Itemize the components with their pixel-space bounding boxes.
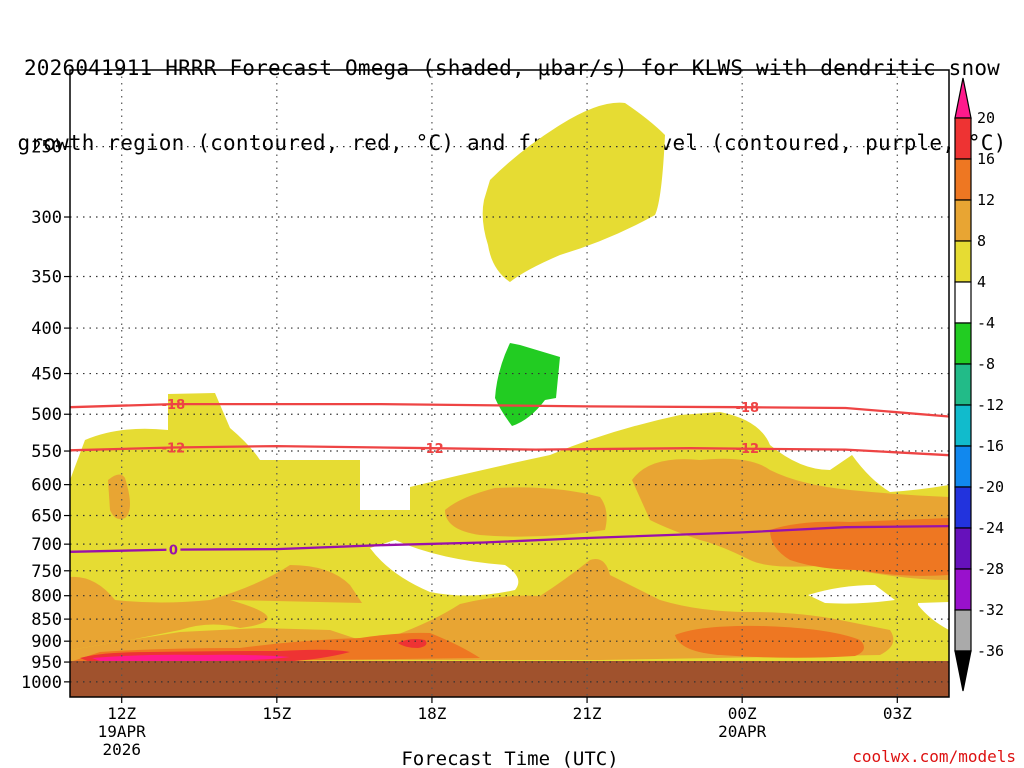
colorbar-label-5: -4 — [977, 314, 995, 332]
colorbar-swatch-6 — [954, 363, 972, 406]
colorbar-swatch-3 — [954, 240, 972, 283]
y-tick-label-600: 600 — [31, 476, 62, 496]
colorbar-label-3: 8 — [977, 232, 986, 250]
omega-shade-12-16-b — [675, 625, 864, 658]
chart-title-line2: growth region (contoured, red, °C) and f… — [17, 131, 1007, 155]
contours: -18 -18 -12 -12 -12 0 — [70, 398, 949, 559]
colorbar-label-13: -36 — [977, 642, 1004, 660]
x-tick-label-0: 12Z — [107, 704, 136, 723]
colorbar-swatch-8 — [954, 445, 972, 488]
colorbar-swatch-10 — [954, 527, 972, 570]
y-tick-label-300: 300 — [31, 208, 62, 228]
x-tick-label-3: 21Z — [573, 704, 602, 723]
y-tick-label-500: 500 — [31, 405, 62, 425]
colorbar-swatch-12 — [954, 609, 972, 652]
y-tick-label-450: 450 — [31, 365, 62, 385]
chart-title: 2026041911 HRRR Forecast Omega (shaded, … — [0, 6, 1024, 181]
colorbar-swatch-9 — [954, 486, 972, 529]
omega-shade-8-12-a — [70, 565, 362, 650]
omega-shade-8-12-c — [445, 487, 607, 537]
omega-gap-1 — [370, 540, 519, 596]
colorbar-label-1: 16 — [977, 150, 995, 168]
colorbar-label-8: -16 — [977, 437, 1004, 455]
x-tick-sublabel-4: 20APR — [718, 722, 767, 741]
colorbar-label-10: -24 — [977, 519, 1004, 537]
omega-shade-neg4-neg8 — [495, 343, 560, 426]
colorbar-top-arrow — [954, 77, 972, 119]
x-tick-label-1: 15Z — [262, 704, 291, 723]
contour-label-0: -18 — [162, 398, 186, 413]
contour-label-2: -12 — [162, 442, 186, 457]
contour-line-0 — [70, 402, 949, 418]
y-tick-label-400: 400 — [31, 319, 62, 339]
contour-label-bg-5 — [166, 541, 181, 558]
credit-link[interactable]: coolwx.com/models — [852, 747, 1016, 766]
x-tick-label-4: 00Z — [728, 704, 757, 723]
x-tick-label-5: 03Z — [883, 704, 912, 723]
y-tick-label-950: 950 — [31, 653, 62, 673]
colorbar-swatch-7 — [954, 404, 972, 447]
y-tick-label-550: 550 — [31, 442, 62, 462]
colorbar-swatch-1 — [954, 158, 972, 201]
contour-line-1 — [70, 444, 949, 457]
colorbar-swatch-0 — [954, 117, 972, 160]
x-tick-label-2: 18Z — [417, 704, 446, 723]
chart-title-line1: 2026041911 HRRR Forecast Omega (shaded, … — [23, 56, 1001, 80]
contour-label-1: -18 — [736, 401, 760, 416]
y-tick-label-800: 800 — [31, 587, 62, 607]
y-tick-label-850: 850 — [31, 610, 62, 630]
colorbar-label-2: 12 — [977, 191, 995, 209]
contour-label-5: 0 — [169, 544, 178, 559]
colorbar-swatch-11 — [954, 568, 972, 611]
omega-shade-16-20-b — [398, 639, 427, 648]
x-tick-year-0: 2026 — [102, 740, 141, 759]
omega-shade-ge-20 — [92, 654, 290, 661]
omega-gap-3 — [918, 602, 949, 630]
y-axis: 2503003504004505005506006507007508008509… — [21, 138, 70, 693]
colorbar-label-7: -12 — [977, 396, 1004, 414]
colorbar-label-6: -8 — [977, 355, 995, 373]
colorbar-swatch-2 — [954, 199, 972, 242]
colorbar-swatch-4 — [954, 281, 972, 324]
y-tick-label-1000: 1000 — [21, 673, 62, 693]
grid — [70, 70, 949, 697]
ground-fill — [70, 661, 949, 697]
y-tick-label-650: 650 — [31, 507, 62, 527]
colorbar-label-11: -28 — [977, 560, 1004, 578]
contour-label-3: -12 — [420, 442, 444, 457]
contour-label-4: -12 — [736, 442, 760, 457]
y-tick-label-750: 750 — [31, 562, 62, 582]
y-tick-label-250: 250 — [31, 138, 62, 158]
omega-gap-2 — [808, 585, 895, 604]
y-tick-label-700: 700 — [31, 535, 62, 555]
colorbar: 20 16 12 8 4 -4 -8 -12 -16 -20 -24 -28 -32 -36 — [954, 77, 1004, 692]
omega-shading — [70, 102, 949, 697]
omega-shade-12-16-a — [770, 518, 949, 576]
plot-frame — [69, 69, 950, 698]
colorbar-label-9: -20 — [977, 478, 1004, 496]
colorbar-swatch-5 — [954, 322, 972, 365]
colorbar-bottom-arrow — [954, 650, 972, 692]
colorbar-label-4: 4 — [977, 273, 986, 291]
omega-shade-4-8-upper — [482, 102, 665, 282]
x-axis-title: Forecast Time (UTC) — [401, 748, 618, 768]
contour-line-2 — [70, 524, 949, 553]
colorbar-label-12: -32 — [977, 601, 1004, 619]
omega-shade-8-12-b — [108, 474, 130, 519]
y-tick-label-350: 350 — [31, 268, 62, 288]
x-tick-sublabel-0: 19APR — [98, 722, 147, 741]
y-tick-label-900: 900 — [31, 632, 62, 652]
colorbar-label-0: 20 — [977, 109, 995, 127]
